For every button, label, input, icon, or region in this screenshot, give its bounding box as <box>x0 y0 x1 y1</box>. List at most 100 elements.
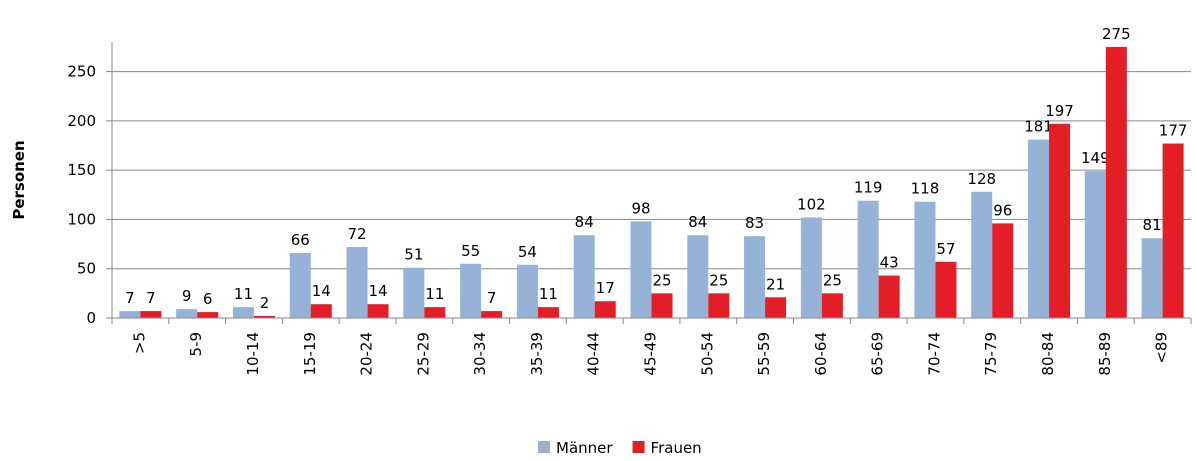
data-label: 55 <box>461 242 480 260</box>
x-tick-label: 55-59 <box>755 332 773 376</box>
bar <box>1028 139 1050 318</box>
data-label: 7 <box>146 289 156 307</box>
data-label: 21 <box>766 275 785 293</box>
x-tick-label: 50-54 <box>698 332 716 376</box>
bar <box>289 252 311 318</box>
x-tick-label: 25-29 <box>414 332 432 376</box>
data-label: 72 <box>347 225 366 243</box>
x-tick-label: 85-89 <box>1096 332 1114 376</box>
x-tick-label: >5 <box>130 332 148 354</box>
data-label: 84 <box>575 213 594 231</box>
y-tick-label: 250 <box>67 63 96 81</box>
data-label: 7 <box>487 289 497 307</box>
bar <box>516 264 538 318</box>
legend-label: Männer <box>556 439 613 457</box>
data-label: 98 <box>631 199 650 217</box>
data-label: 14 <box>369 282 388 300</box>
x-tick-label: 15-19 <box>301 332 319 376</box>
data-label: 83 <box>745 214 764 232</box>
data-label: 66 <box>291 231 310 249</box>
legend-label: Frauen <box>651 439 702 457</box>
bar <box>821 293 843 318</box>
bar <box>1162 143 1184 318</box>
bar <box>232 307 254 318</box>
bar <box>1105 46 1127 319</box>
data-label: 11 <box>234 285 253 303</box>
bar <box>481 311 503 318</box>
bar <box>460 263 482 318</box>
bar <box>630 221 652 318</box>
bar <box>971 191 993 318</box>
y-tick-label: 150 <box>67 161 96 179</box>
x-tick-label: 40-44 <box>585 332 603 376</box>
data-label: 2 <box>260 294 270 312</box>
bar <box>197 312 219 318</box>
bar <box>119 311 141 318</box>
data-label: 149 <box>1081 149 1110 167</box>
bar <box>253 316 275 318</box>
bar <box>1084 171 1106 318</box>
bar <box>651 293 673 318</box>
legend-swatch <box>538 441 550 453</box>
x-tick-label: 10-14 <box>244 332 262 376</box>
bar <box>346 247 368 318</box>
bar <box>176 309 198 318</box>
y-tick-label: 100 <box>67 210 96 228</box>
data-label: 11 <box>425 285 444 303</box>
data-label: 11 <box>539 285 558 303</box>
bar <box>992 223 1014 318</box>
x-tick-label: 35-39 <box>528 332 546 376</box>
data-label: 51 <box>404 246 423 264</box>
data-label: 119 <box>854 179 883 197</box>
data-label: 197 <box>1045 102 1074 120</box>
data-label: 81 <box>1143 216 1162 234</box>
y-axis-label: Personen <box>10 140 28 219</box>
data-label: 25 <box>652 271 671 289</box>
x-tick-label: 5-9 <box>187 332 205 357</box>
bar <box>857 200 879 318</box>
bar <box>687 235 709 318</box>
data-label: 128 <box>967 170 996 188</box>
data-label: 102 <box>797 195 826 213</box>
x-tick-label: 60-64 <box>812 332 830 376</box>
bar <box>765 297 787 318</box>
y-tick-label: 50 <box>77 260 96 278</box>
bar <box>708 293 730 318</box>
bar <box>1049 123 1071 318</box>
data-label: 84 <box>688 213 707 231</box>
data-label: 6 <box>203 290 213 308</box>
data-label: 118 <box>911 180 940 198</box>
x-tick-label: 75-79 <box>982 332 1000 376</box>
x-tick-label: 70-74 <box>925 332 943 376</box>
data-label: 7 <box>125 289 135 307</box>
x-tick-label: 30-34 <box>471 332 489 376</box>
bar <box>935 261 957 318</box>
bar <box>878 275 900 318</box>
x-tick-label: 65-69 <box>869 332 887 376</box>
data-label: 43 <box>880 254 899 272</box>
y-tick-label: 0 <box>86 309 96 327</box>
data-label: 181 <box>1024 118 1053 136</box>
data-label: 96 <box>993 201 1012 219</box>
bar <box>403 267 425 318</box>
bar <box>367 304 389 318</box>
bar <box>140 311 162 318</box>
legend-swatch <box>632 441 645 453</box>
y-tick-label: 200 <box>67 112 96 130</box>
bar <box>310 304 332 318</box>
bar <box>573 235 595 318</box>
bar <box>914 201 936 318</box>
data-label: 25 <box>823 271 842 289</box>
data-label: 57 <box>936 240 955 258</box>
data-label: 17 <box>596 279 615 297</box>
bar <box>800 217 822 318</box>
bar <box>1141 238 1163 318</box>
data-label: 275 <box>1102 25 1131 43</box>
x-tick-label: 45-49 <box>642 332 660 376</box>
data-label: 54 <box>518 243 537 261</box>
bar <box>537 307 559 318</box>
x-tick-label: <89 <box>1153 332 1171 364</box>
data-label: 25 <box>709 271 728 289</box>
bar <box>744 236 766 318</box>
